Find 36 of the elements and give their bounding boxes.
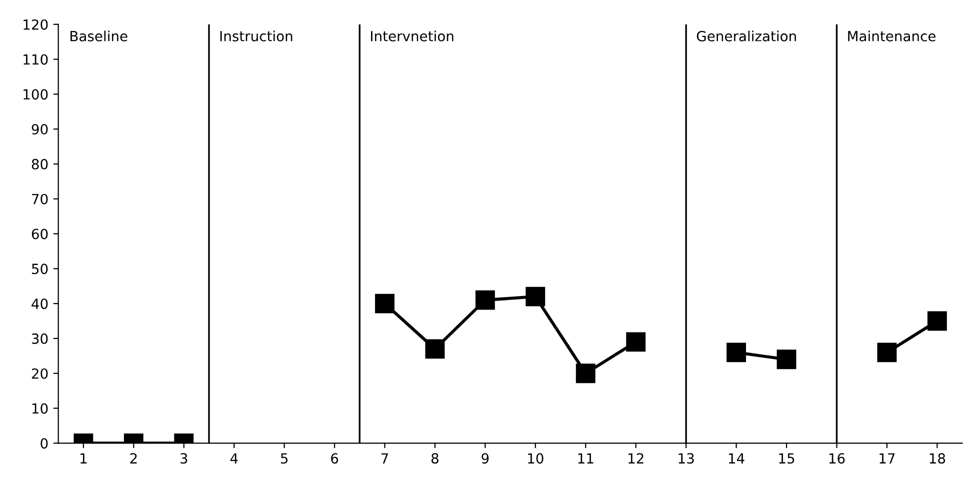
y-tick-label: 120 bbox=[24, 19, 48, 30]
x-tick-label: 16 bbox=[829, 453, 845, 464]
x-tick-label: 6 bbox=[331, 453, 338, 464]
x-tick-label: 3 bbox=[180, 453, 188, 464]
x-tick-label: 9 bbox=[482, 453, 489, 464]
ref-line-label: Instruction bbox=[220, 30, 292, 42]
x-tick-label: 15 bbox=[779, 453, 794, 464]
y-tick-label: 40 bbox=[32, 298, 48, 310]
x-tick-label: 17 bbox=[880, 453, 895, 464]
y-tick-label: 110 bbox=[24, 54, 48, 65]
x-tick-label: 1 bbox=[80, 453, 87, 464]
x-tick-label: 2 bbox=[130, 453, 137, 464]
y-tick-label: 60 bbox=[32, 228, 48, 240]
y-tick-label: 20 bbox=[32, 368, 48, 379]
y-tick-label: 10 bbox=[32, 403, 48, 414]
y-tick-label: 80 bbox=[32, 158, 48, 170]
x-tick-label: 18 bbox=[930, 453, 946, 464]
y-tick-label: 30 bbox=[32, 333, 48, 344]
y-tick-label: 0 bbox=[40, 438, 48, 449]
x-tick-label: 10 bbox=[528, 453, 544, 464]
y-tick-label: 70 bbox=[32, 194, 48, 204]
x-tick-label: 14 bbox=[728, 453, 744, 464]
x-tick-label: 7 bbox=[381, 453, 388, 464]
x-tick-label: 4 bbox=[230, 453, 238, 464]
x-tick-label: 13 bbox=[678, 453, 694, 464]
x-tick-label: 11 bbox=[578, 453, 594, 464]
ref-line-label: Generalization bbox=[696, 30, 796, 42]
ref-line-label: Intervnetion bbox=[371, 30, 454, 42]
x-tick-label: 8 bbox=[431, 453, 438, 464]
y-tick-label: 100 bbox=[24, 89, 48, 100]
x-tick-label: 5 bbox=[280, 453, 288, 464]
x-tick-label: 12 bbox=[628, 453, 644, 464]
y-tick-label: 50 bbox=[32, 264, 48, 274]
y-tick-label: 90 bbox=[32, 124, 48, 135]
annotation: Baseline bbox=[70, 30, 128, 42]
ref-line-label: Maintenance bbox=[848, 30, 936, 42]
